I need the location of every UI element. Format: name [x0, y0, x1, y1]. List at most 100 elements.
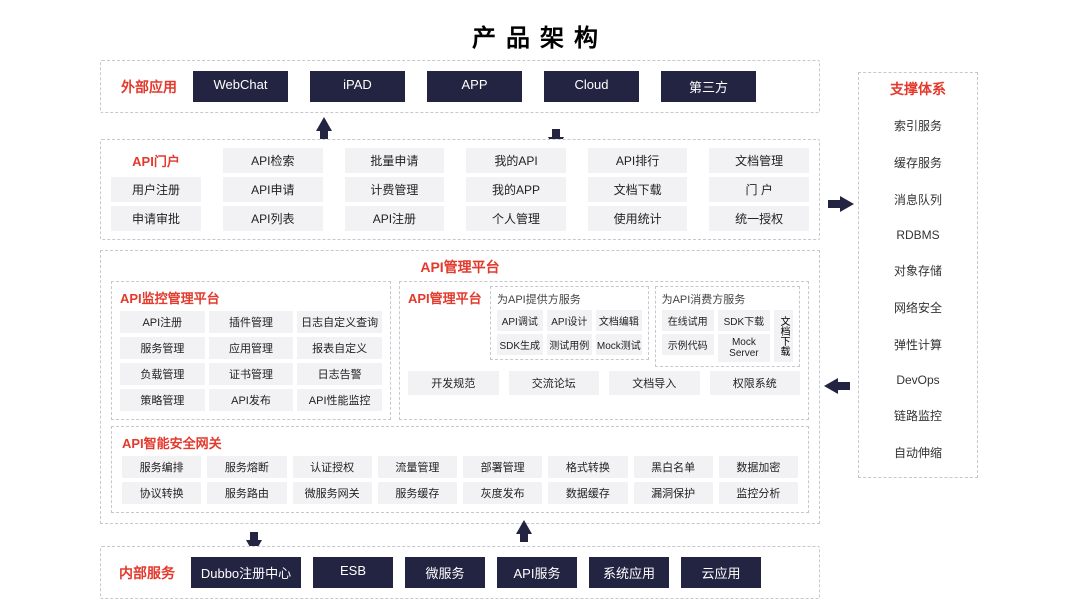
- support-item: 缓存服务: [867, 144, 969, 181]
- svc-cell: Mock测试: [596, 334, 642, 355]
- gateway-cell: 灰度发布: [463, 482, 542, 504]
- gateway-cell: 部署管理: [463, 456, 542, 478]
- monitor-cell: 应用管理: [209, 337, 294, 359]
- portal-cell: API注册: [345, 206, 445, 231]
- mgmt-right-title: API管理平台: [408, 286, 484, 307]
- gateway-title: API智能安全网关: [122, 433, 798, 452]
- portal-cell: 用户注册: [111, 177, 201, 202]
- svc-cell: 示例代码: [662, 334, 714, 355]
- monitor-cell: 证书管理: [209, 363, 294, 385]
- external-item: APP: [427, 71, 522, 102]
- support-item: DevOps: [867, 363, 969, 397]
- portal-cell: 文档下载: [588, 177, 688, 202]
- gateway-cell: 服务熔断: [207, 456, 286, 478]
- support-item: 弹性计算: [867, 326, 969, 363]
- gateway-cell: 监控分析: [719, 482, 798, 504]
- support-item: 自动伸缩: [867, 434, 969, 471]
- svc-cell: API调试: [497, 310, 543, 331]
- portal-cell: 门 户: [709, 177, 809, 202]
- portal-cell: 文档管理: [709, 148, 809, 173]
- internal-item: Dubbo注册中心: [191, 557, 301, 588]
- svc-cell: API设计: [547, 310, 593, 331]
- support-item: 网络安全: [867, 289, 969, 326]
- monitor-cell: 日志自定义查询: [297, 311, 382, 333]
- api-portal-section: API门户 API检索 批量申请 我的API API排行 文档管理 用户注册 A…: [100, 139, 820, 240]
- monitor-cell: API注册: [120, 311, 205, 333]
- portal-label: API门户: [111, 151, 201, 170]
- support-item: 对象存储: [867, 252, 969, 289]
- monitor-title: API监控管理平台: [120, 288, 382, 307]
- internal-label: 内部服务: [113, 563, 181, 583]
- portal-cell: 批量申请: [345, 148, 445, 173]
- gateway-cell: 格式转换: [548, 456, 627, 478]
- external-apps-section: 外部应用 WebChat iPAD APP Cloud 第三方: [100, 60, 820, 113]
- internal-item: 云应用: [681, 557, 761, 588]
- monitor-box: API监控管理平台 API注册插件管理日志自定义查询服务管理应用管理报表自定义负…: [111, 281, 391, 420]
- portal-cell: 统一授权: [709, 206, 809, 231]
- gateway-cell: 服务路由: [207, 482, 286, 504]
- external-chips: WebChat iPAD APP Cloud 第三方: [193, 71, 805, 102]
- portal-cell: 我的API: [466, 148, 566, 173]
- gateway-cell: 漏洞保护: [634, 482, 713, 504]
- support-sidebar: 支撑体系 索引服务缓存服务消息队列RDBMS对象存储网络安全弹性计算DevOps…: [858, 72, 978, 478]
- monitor-cell: 日志告警: [297, 363, 382, 385]
- gateway-cell: 流量管理: [378, 456, 457, 478]
- mgmt-title: API管理平台: [111, 257, 809, 277]
- svc-cell: 测试用例: [547, 334, 593, 355]
- gateway-box: API智能安全网关 服务编排服务熔断认证授权流量管理部署管理格式转换黑白名单数据…: [111, 426, 809, 513]
- external-item: Cloud: [544, 71, 639, 102]
- gateway-cell: 认证授权: [293, 456, 372, 478]
- svc-cell: 权限系统: [710, 371, 801, 395]
- external-item: WebChat: [193, 71, 288, 102]
- provider-box: 为API提供方服务 API调试 SDK生成 API设计 测试: [490, 286, 649, 360]
- svc-cell: SDK生成: [497, 334, 543, 355]
- portal-cell: API检索: [223, 148, 323, 173]
- arrow-right-icon: [840, 196, 854, 212]
- provider-title: 为API提供方服务: [497, 291, 642, 307]
- mgmt-section: API管理平台 API监控管理平台 API注册插件管理日志自定义查询服务管理应用…: [100, 250, 820, 524]
- svc-cell: Mock Server: [718, 334, 770, 362]
- internal-item: ESB: [313, 557, 393, 588]
- monitor-cell: 插件管理: [209, 311, 294, 333]
- mgmt-right-bottom: 开发规范 交流论坛 文档导入 权限系统: [408, 371, 800, 395]
- gateway-cell: 服务编排: [122, 456, 201, 478]
- portal-cell: API申请: [223, 177, 323, 202]
- portal-cell: 我的APP: [466, 177, 566, 202]
- internal-chips: Dubbo注册中心 ESB 微服务 API服务 系统应用 云应用: [191, 557, 807, 588]
- svc-cell: 交流论坛: [509, 371, 600, 395]
- support-title: 支撑体系: [867, 79, 969, 99]
- gateway-cell: 微服务网关: [293, 482, 372, 504]
- monitor-cell: API发布: [209, 389, 294, 411]
- svc-cell: 在线试用: [662, 310, 714, 331]
- portal-cell: 个人管理: [466, 206, 566, 231]
- svc-vertical-cell: 文档下载: [774, 310, 793, 362]
- monitor-cell: 负载管理: [120, 363, 205, 385]
- external-label: 外部应用: [115, 77, 183, 97]
- external-item: iPAD: [310, 71, 405, 102]
- portal-cell: 计费管理: [345, 177, 445, 202]
- mgmt-right-box: API管理平台 为API提供方服务 API调试 SDK生成: [399, 281, 809, 420]
- support-item: 链路监控: [867, 397, 969, 434]
- monitor-cell: 服务管理: [120, 337, 205, 359]
- portal-cell: 使用统计: [588, 206, 688, 231]
- monitor-cell: API性能监控: [297, 389, 382, 411]
- portal-cell: API列表: [223, 206, 323, 231]
- svc-cell: 文档导入: [609, 371, 700, 395]
- portal-cell: 申请审批: [111, 206, 201, 231]
- support-item: RDBMS: [867, 218, 969, 252]
- svc-cell: 开发规范: [408, 371, 499, 395]
- monitor-cell: 报表自定义: [297, 337, 382, 359]
- support-item: 索引服务: [867, 107, 969, 144]
- gateway-cell: 黑白名单: [634, 456, 713, 478]
- internal-services-section: 内部服务 Dubbo注册中心 ESB 微服务 API服务 系统应用 云应用: [100, 546, 820, 599]
- svc-cell: SDK下载: [718, 310, 770, 331]
- gateway-cell: 数据缓存: [548, 482, 627, 504]
- gateway-cell: 协议转换: [122, 482, 201, 504]
- consumer-box: 为API消费方服务 在线试用 示例代码 SDK下载 Mock: [655, 286, 800, 367]
- svc-cell: 文档编辑: [596, 310, 642, 331]
- internal-item: 系统应用: [589, 557, 669, 588]
- internal-item: 微服务: [405, 557, 485, 588]
- arrow-stem: [836, 382, 850, 390]
- internal-item: API服务: [497, 557, 577, 588]
- external-item: 第三方: [661, 71, 756, 102]
